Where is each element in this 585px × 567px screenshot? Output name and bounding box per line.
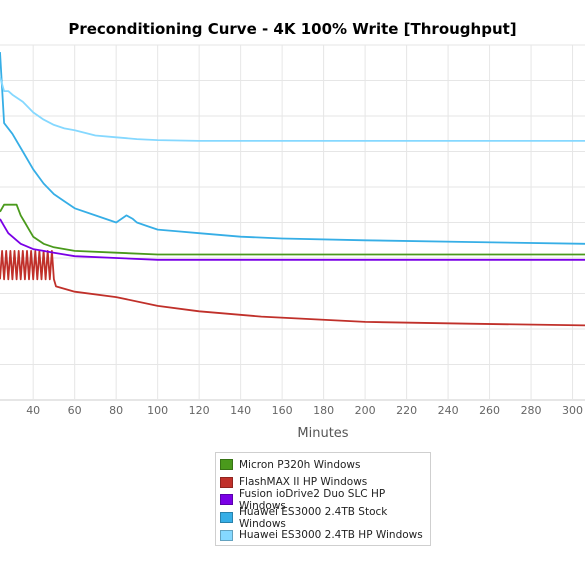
series-line-2	[0, 250, 585, 327]
x-tick-label: 60	[68, 404, 82, 417]
x-axis-label: Minutes	[297, 426, 348, 441]
legend-swatch	[220, 459, 233, 471]
x-tick-label: 240	[438, 404, 459, 417]
legend-item: Fusion ioDrive2 Duo SLC HP Windows	[220, 487, 426, 512]
legend-item: FlashMAX II HP Windows	[220, 474, 426, 492]
legend: Micron P320h Windows FlashMAX II HP Windo…	[215, 452, 431, 546]
grid-lines	[0, 44, 585, 401]
x-tick-label: 280	[521, 404, 542, 417]
legend-item: Micron P320h Windows	[220, 456, 426, 474]
x-tick-label: 300	[562, 404, 583, 417]
x-tick-label: 140	[230, 404, 251, 417]
x-tick-label: 80	[109, 404, 123, 417]
legend-label: Huawei ES3000 2.4TB Stock Windows	[239, 505, 388, 530]
x-tick-labels: 40 60 80 100 120 140 160 180 200 220 240 260 280 300	[26, 404, 583, 417]
x-tick-label: 160	[272, 404, 293, 417]
legend-item: Huawei ES3000 2.4TB Stock Windows	[220, 505, 426, 530]
legend-label: Huawei ES3000 2.4TB HP Windows	[239, 529, 423, 542]
legend-swatch	[220, 529, 233, 541]
legend-swatch	[220, 476, 233, 488]
legend-label: Micron P320h Windows	[239, 458, 361, 471]
x-tick-label: 260	[479, 404, 500, 417]
series-lines	[0, 52, 585, 327]
x-tick-label: 180	[313, 404, 334, 417]
x-tick-label: 200	[355, 404, 376, 417]
legend-item: Huawei ES3000 2.4TB HP Windows	[220, 526, 426, 544]
legend-label: Fusion ioDrive2 Duo SLC HP Windows	[239, 487, 386, 512]
series-line-5	[0, 76, 585, 142]
chart-title: Preconditioning Curve - 4K 100% Write [T…	[68, 20, 517, 38]
series-line-4	[0, 52, 585, 245]
x-tick-label: 220	[396, 404, 417, 417]
legend-label: FlashMAX II HP Windows	[239, 476, 368, 489]
x-tick-label: 100	[147, 404, 168, 417]
legend-swatch	[220, 494, 233, 506]
x-tick-label: 40	[26, 404, 40, 417]
series-line-3	[0, 218, 585, 261]
series-line-1	[0, 203, 585, 256]
x-tick-label: 120	[189, 404, 210, 417]
legend-swatch	[220, 512, 233, 524]
